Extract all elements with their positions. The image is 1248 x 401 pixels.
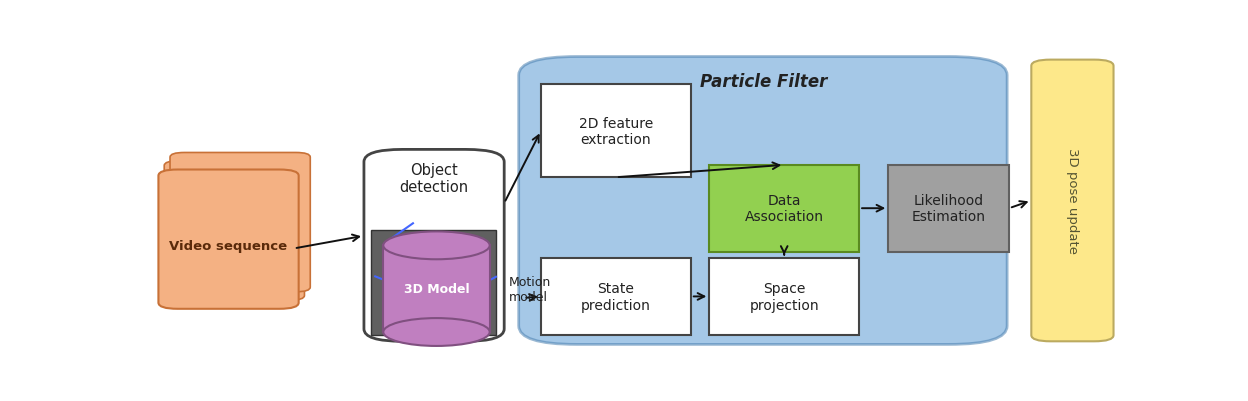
Text: Space
projection: Space projection: [749, 282, 819, 312]
FancyBboxPatch shape: [709, 258, 859, 335]
Text: Particle Filter: Particle Filter: [700, 73, 827, 91]
Text: 2D feature
extraction: 2D feature extraction: [579, 116, 653, 146]
Ellipse shape: [418, 272, 462, 325]
Ellipse shape: [383, 318, 489, 346]
Text: Motion
model: Motion model: [509, 275, 552, 303]
FancyBboxPatch shape: [1031, 61, 1113, 342]
FancyBboxPatch shape: [540, 85, 691, 178]
FancyBboxPatch shape: [364, 150, 504, 342]
Text: State
prediction: State prediction: [582, 282, 651, 312]
FancyBboxPatch shape: [519, 57, 1007, 344]
FancyBboxPatch shape: [165, 162, 305, 300]
Text: Data
Association: Data Association: [745, 194, 824, 224]
FancyBboxPatch shape: [158, 170, 298, 309]
Text: 3D Model: 3D Model: [403, 282, 469, 296]
FancyBboxPatch shape: [889, 166, 1010, 252]
FancyBboxPatch shape: [540, 258, 691, 335]
Bar: [371, 230, 497, 335]
Ellipse shape: [383, 232, 489, 259]
Text: 3D pose update: 3D pose update: [1066, 148, 1080, 254]
FancyBboxPatch shape: [709, 166, 859, 252]
Text: Likelihood
Estimation: Likelihood Estimation: [911, 194, 986, 224]
Text: Video sequence: Video sequence: [170, 239, 287, 252]
FancyBboxPatch shape: [170, 153, 311, 292]
Text: Object
detection: Object detection: [399, 162, 469, 194]
Bar: [383, 246, 489, 332]
